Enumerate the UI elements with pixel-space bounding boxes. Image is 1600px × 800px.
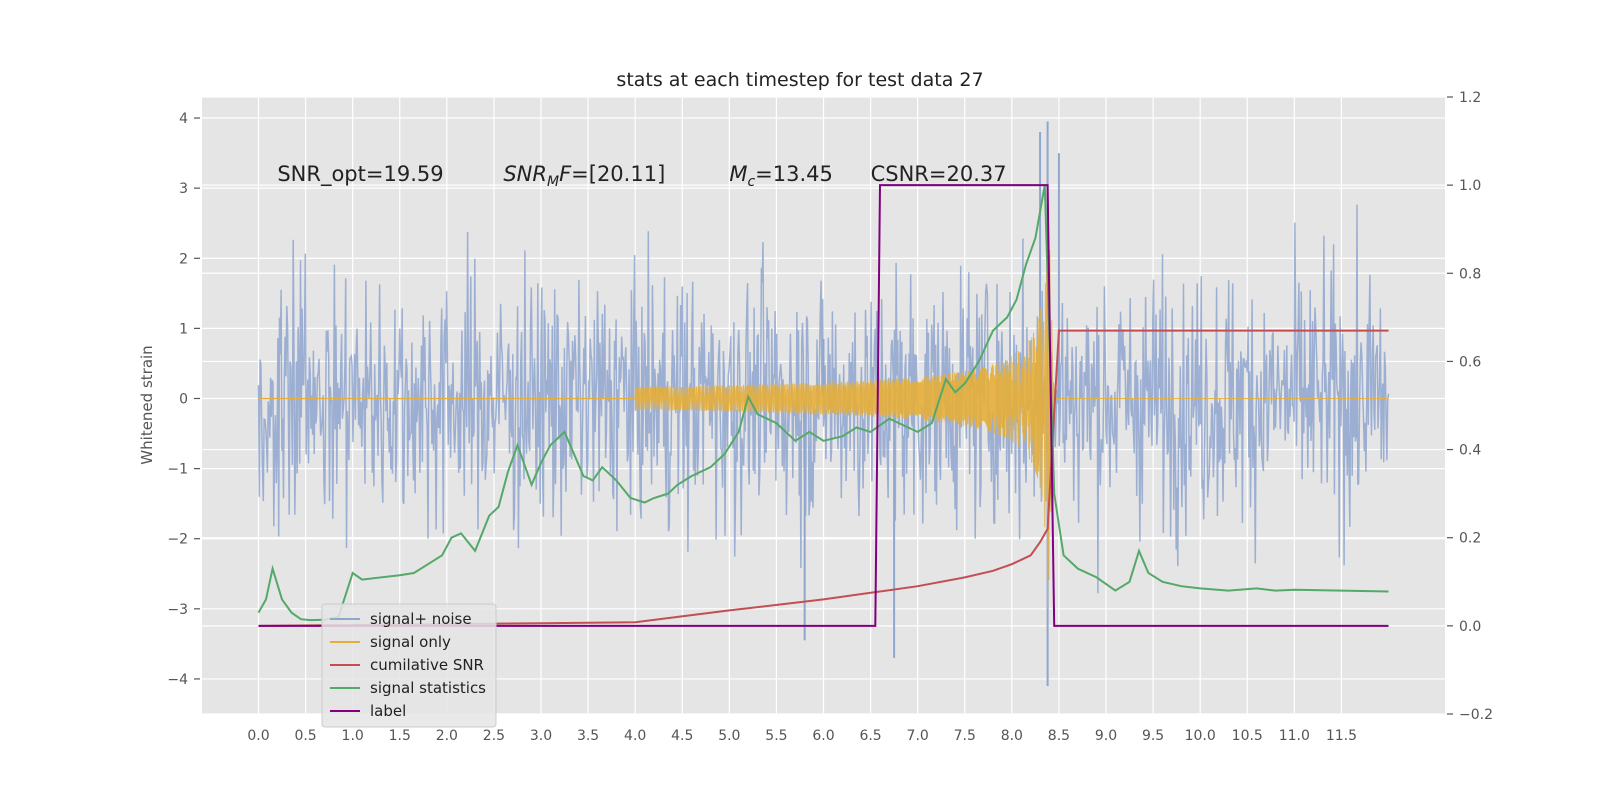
legend-label: signal only [370,633,451,651]
x-tick-label: 0.0 [247,728,269,744]
series-signal-statistics [257,184,1389,622]
x-tick-label: 5.0 [718,728,740,744]
y-left-tick-label: 4 [179,111,188,127]
y-right-tick-label: 1.2 [1459,90,1481,106]
annotation-text: Mc=13.45 [729,162,833,190]
series-signal-plus-noise [257,204,1390,594]
x-tick-label: 3.0 [530,728,552,744]
series-layer [257,121,1390,686]
x-tick-label: 6.0 [812,728,834,744]
series-signal-only [634,187,1389,609]
annotation-text: SNRMF=[20.11] [503,162,665,190]
annotations: SNR_opt=19.59 SNRMF=[20.11] Mc=13.45 CSNR=2… [277,162,1006,190]
y-axis-label: Whitened strain [138,345,156,464]
x-tick-label: 3.5 [577,728,599,744]
legend: signal+ noise signal only cumilative SNR si… [321,603,497,728]
y-right-tick-label: −0.2 [1459,707,1493,723]
x-tick-label: 4.0 [624,728,646,744]
legend-label: cumilative SNR [370,656,484,674]
x-tick-label: 2.5 [483,728,505,744]
x-tick-label: 10.5 [1232,728,1263,744]
y-left-tick-label: −2 [167,532,188,548]
y-left-tick-label: −4 [167,672,188,688]
y-right-tick-label: 0.2 [1459,531,1481,547]
y-right-tick-label: 0.8 [1459,266,1481,282]
legend-box [321,603,497,728]
x-tick-label: 4.5 [671,728,693,744]
y-left-tick-label: −1 [167,462,188,478]
x-tick-label: 1.0 [342,728,364,744]
annotation-text: SNR_opt=19.59 [277,162,443,187]
x-tick-label: 10.0 [1185,728,1216,744]
x-tick-label: 8.0 [1001,728,1023,744]
x-tick-label: 9.5 [1142,728,1164,744]
x-tick-label: 11.5 [1326,728,1357,744]
y-left-tick-label: −3 [167,602,188,618]
x-tick-label: 2.0 [436,728,458,744]
x-tick-label: 0.5 [294,728,316,744]
legend-label: signal statistics [370,679,486,697]
axes: 0.0 0.5 1.0 1.5 2.0 2.5 3.0 3.5 4.0 4.5 5.0 5.5 6.0 6… [167,90,1493,744]
y-right-tick-label: 1.0 [1459,178,1481,194]
x-tick-label: 8.5 [1048,728,1070,744]
x-tick-label: 11.0 [1279,728,1310,744]
x-tick-label: 9.0 [1095,728,1117,744]
y-right-tick-label: 0.6 [1459,354,1481,370]
y-left-tick-label: 3 [179,181,188,197]
x-tick-label: 7.0 [907,728,929,744]
x-tick-label: 5.5 [765,728,787,744]
x-tick-label: 7.5 [954,728,976,744]
series-label [258,184,1389,627]
y-right-tick-label: 0.0 [1459,619,1481,635]
annotation-text: CSNR=20.37 [871,162,1007,186]
series-cumulative-snr [258,329,1389,627]
legend-label: signal+ noise [370,610,472,628]
legend-label: label [370,702,406,720]
y-left-tick-label: 0 [179,391,188,407]
y-right-tick-label: 0.4 [1459,443,1481,459]
chart-title: stats at each timestep for test data 27 [616,69,983,91]
y-left-tick-label: 1 [179,321,188,337]
y-left-tick-label: 2 [179,251,188,267]
x-tick-label: 6.5 [859,728,881,744]
x-tick-label: 1.5 [389,728,411,744]
